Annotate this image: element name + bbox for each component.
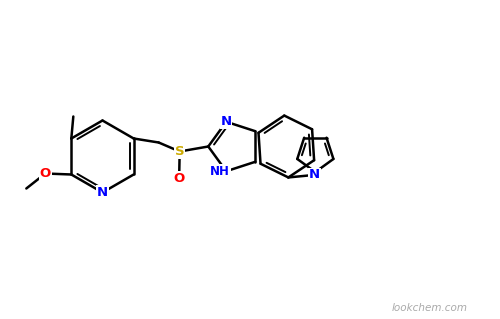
Text: N: N <box>220 115 232 128</box>
Text: N: N <box>97 186 108 199</box>
Text: N: N <box>309 168 320 182</box>
Text: NH: NH <box>210 165 230 178</box>
Text: O: O <box>174 172 185 185</box>
Text: S: S <box>175 145 184 158</box>
Text: O: O <box>40 167 51 180</box>
Text: lookchem.com: lookchem.com <box>392 303 468 313</box>
